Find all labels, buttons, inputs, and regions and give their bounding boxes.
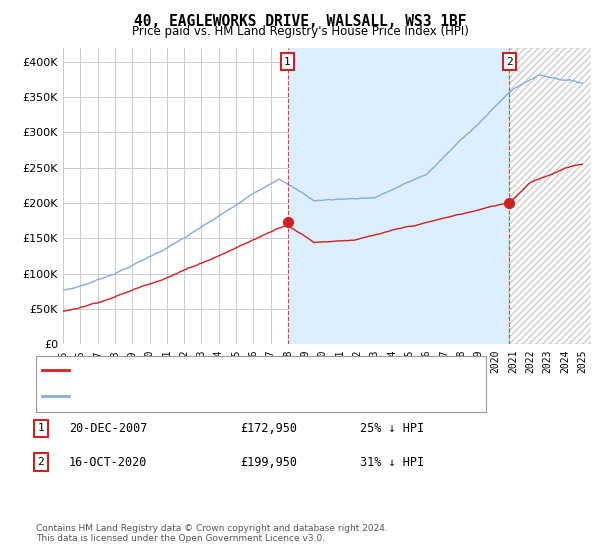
Text: HPI: Average price, detached house, Walsall: HPI: Average price, detached house, Wals… xyxy=(75,391,305,401)
Text: 2: 2 xyxy=(506,57,513,67)
Text: 40, EAGLEWORKS DRIVE, WALSALL, WS3 1BF (detached house): 40, EAGLEWORKS DRIVE, WALSALL, WS3 1BF (… xyxy=(75,365,405,375)
Text: 40, EAGLEWORKS DRIVE, WALSALL, WS3 1BF: 40, EAGLEWORKS DRIVE, WALSALL, WS3 1BF xyxy=(134,14,466,29)
Bar xyxy=(287,48,509,344)
Text: 1: 1 xyxy=(284,57,291,67)
Text: 31% ↓ HPI: 31% ↓ HPI xyxy=(360,455,424,469)
Text: 25% ↓ HPI: 25% ↓ HPI xyxy=(360,422,424,435)
Text: Contains HM Land Registry data © Crown copyright and database right 2024.
This d: Contains HM Land Registry data © Crown c… xyxy=(36,524,388,543)
Text: 2: 2 xyxy=(37,457,44,467)
Text: £172,950: £172,950 xyxy=(240,422,297,435)
Text: Price paid vs. HM Land Registry's House Price Index (HPI): Price paid vs. HM Land Registry's House … xyxy=(131,25,469,38)
Text: £199,950: £199,950 xyxy=(240,455,297,469)
Bar xyxy=(509,48,600,344)
Text: 16-OCT-2020: 16-OCT-2020 xyxy=(69,455,148,469)
Text: 1: 1 xyxy=(37,423,44,433)
Text: 20-DEC-2007: 20-DEC-2007 xyxy=(69,422,148,435)
